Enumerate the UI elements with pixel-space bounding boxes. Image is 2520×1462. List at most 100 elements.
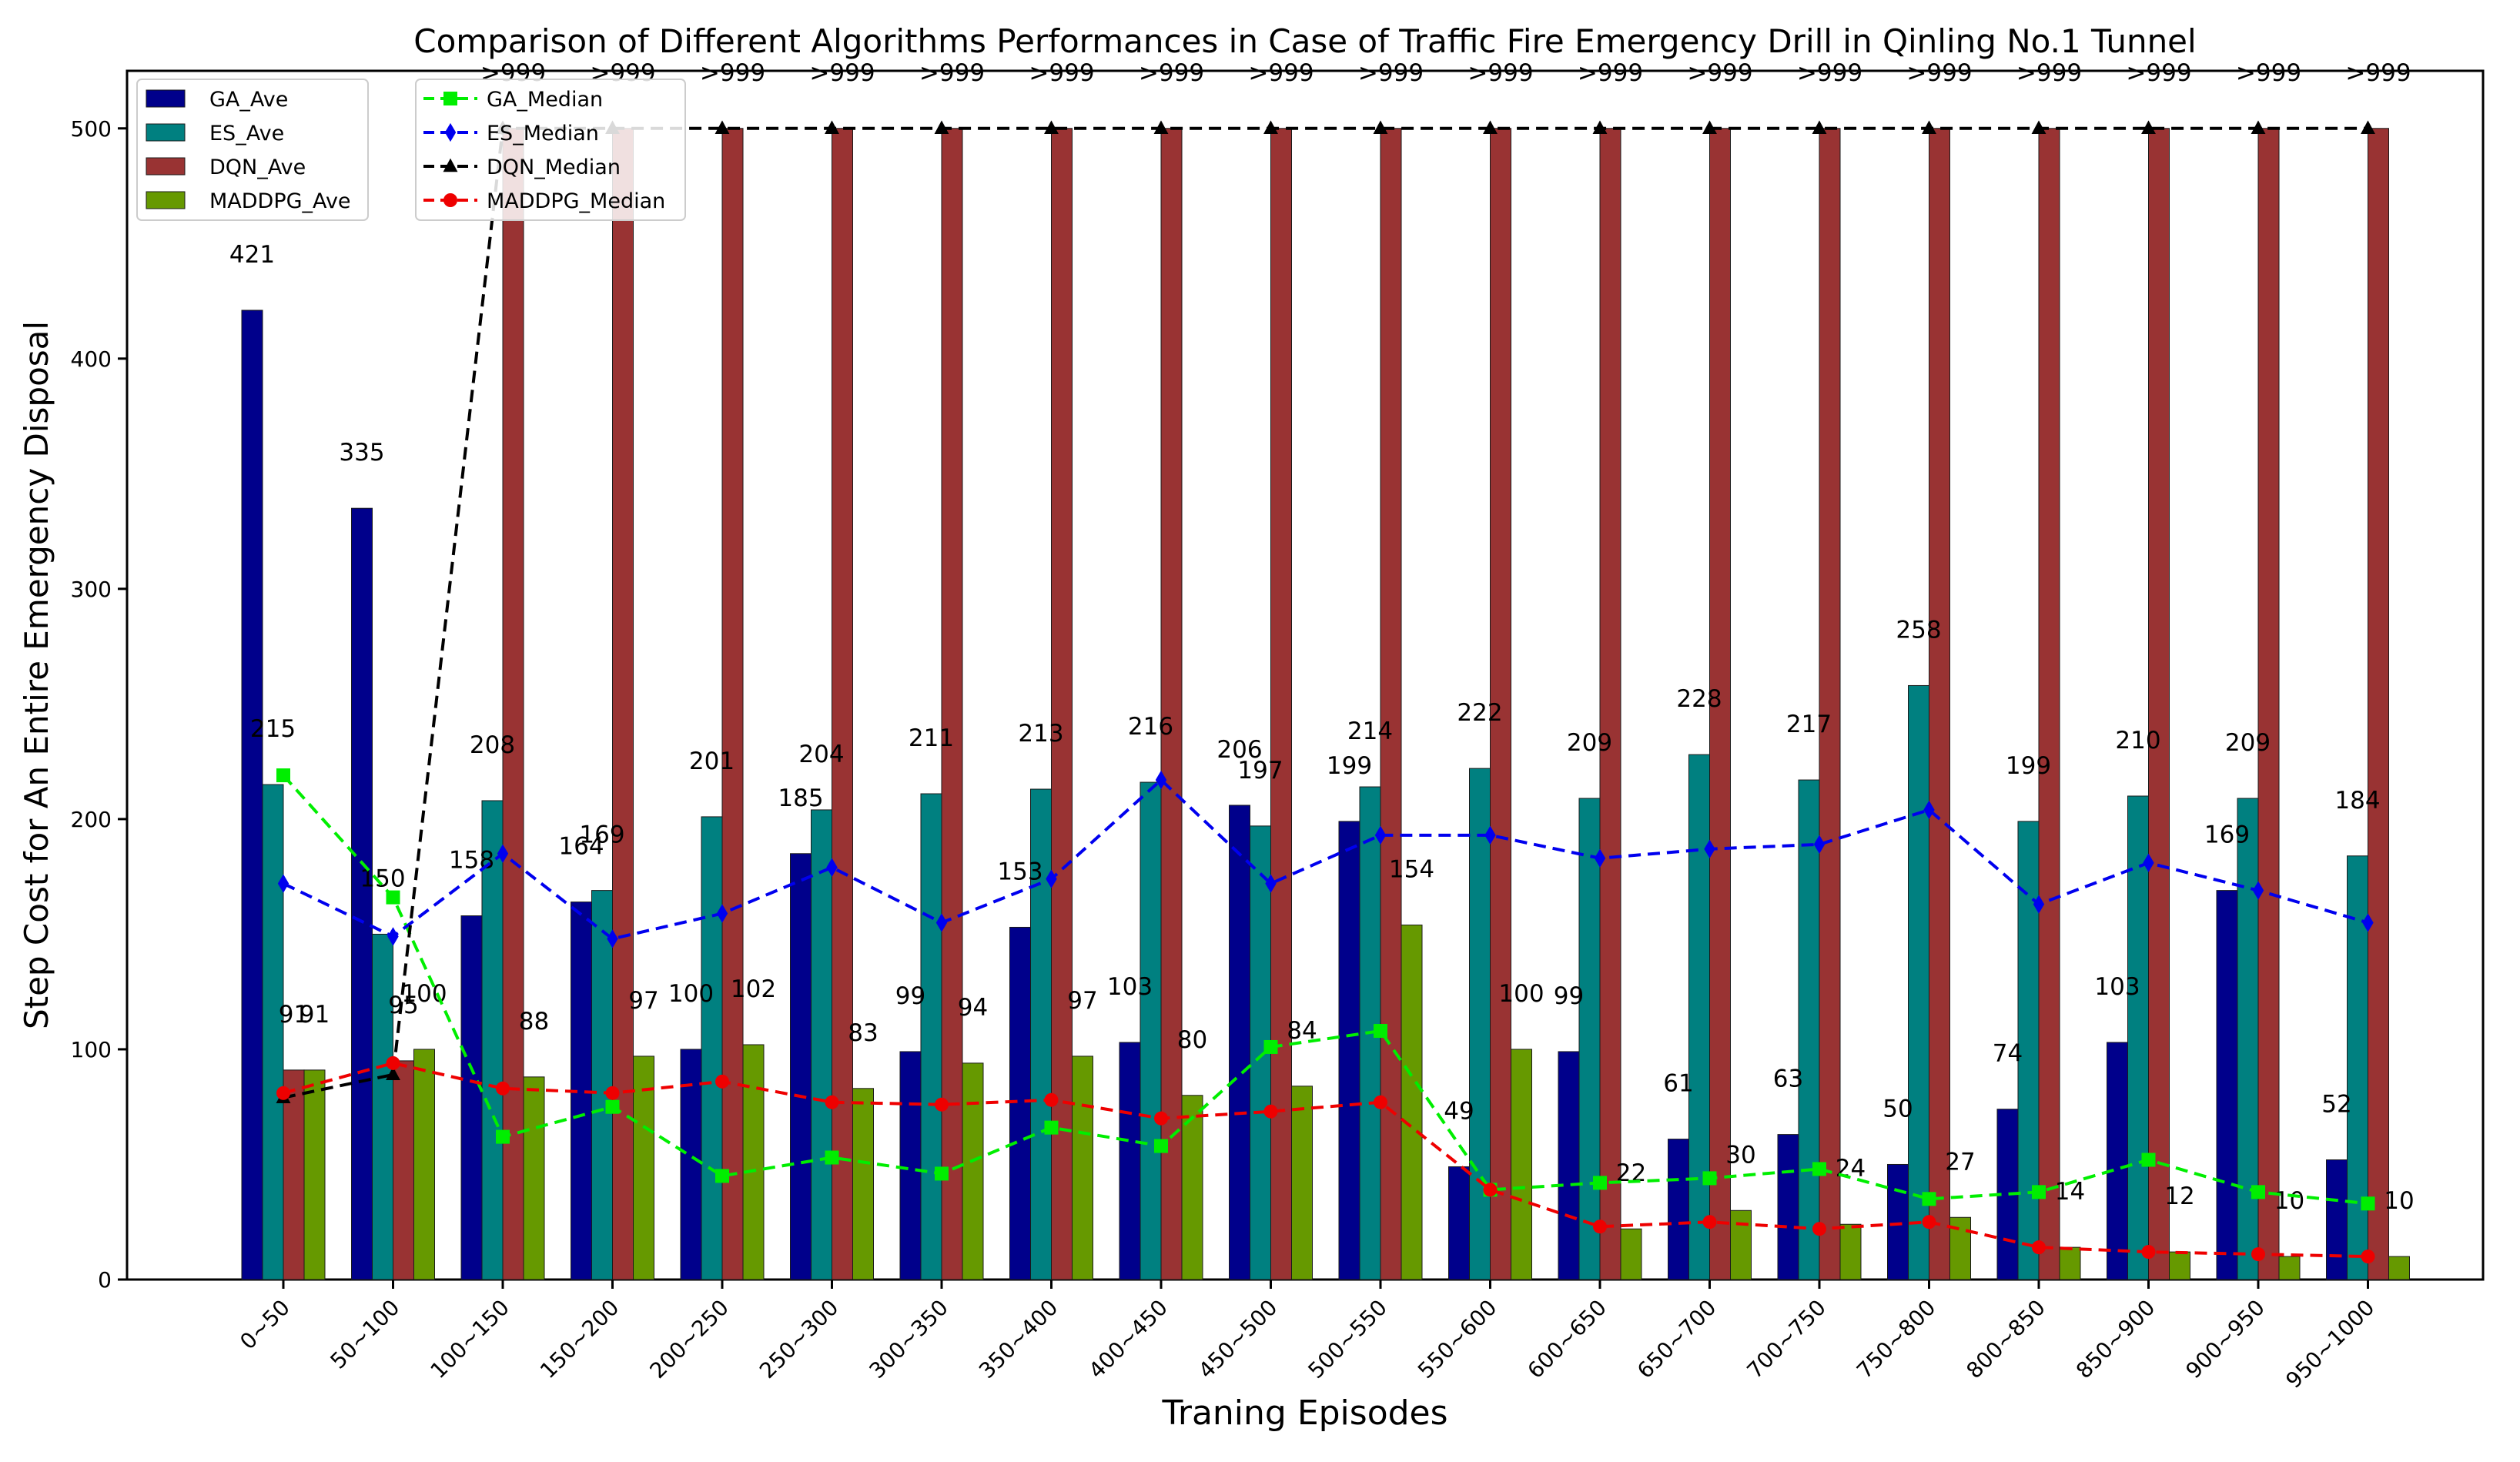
bar-value-label: 208 (470, 731, 515, 759)
bar-DQN_Ave (1929, 128, 1950, 1280)
y-tick-label: 200 (71, 807, 112, 832)
point-DQN_Median (1153, 120, 1169, 134)
bar-labels-layer: 421 335 158 164 100 185 99 153 103 206 199 49 99 61 63… (229, 59, 2415, 1215)
bar-MADDPG_Ave (1401, 924, 1423, 1280)
bar-DQN_Ave (1051, 128, 1073, 1280)
legend-bar-box (136, 79, 369, 221)
point-ES_Median (1155, 770, 1167, 790)
point-MADDPG_Median (276, 1086, 290, 1100)
bar-value-label: 258 (1896, 616, 1941, 644)
point-GA_Median (605, 1099, 620, 1114)
bar-value-label: >999 (2236, 59, 2301, 87)
point-DQN_Median (825, 120, 839, 134)
point-ES_Median (2033, 895, 2045, 914)
legend-label-ES_Ave: ES_Ave (209, 122, 284, 146)
bar-ES_Ave (481, 800, 504, 1280)
bar-value-label: 154 (1389, 855, 1434, 883)
legend-label-GA_Ave: GA_Ave (209, 88, 288, 112)
point-ES_Median (277, 874, 289, 893)
point-GA_Median (1812, 1162, 1826, 1176)
bar-value-label: 215 (250, 715, 296, 743)
bar-DQN_Ave (283, 1069, 305, 1280)
legend-label-DQN_Ave: DQN_Ave (209, 156, 306, 179)
point-ES_Median (935, 913, 948, 932)
point-GA_Median (935, 1166, 949, 1181)
bar-value-label: 214 (1347, 718, 1393, 745)
bar-value-label: 210 (2115, 727, 2160, 754)
bar-value-label: 10 (2384, 1187, 2414, 1215)
legend-line-series: GA_Median ES_Median DQN_Median MADDPG_Media… (415, 79, 686, 221)
legend-label-DQN_Median: DQN_Median (487, 156, 621, 179)
bar-value-label: 421 (229, 241, 275, 269)
bar-DQN_Ave (1709, 128, 1731, 1280)
bar-GA_Ave (899, 1051, 922, 1280)
bar-DQN_Ave (502, 128, 524, 1280)
bar-GA_Ave (2216, 890, 2238, 1280)
y-axis-label: Step Cost for An Entire Emergency Dispos… (18, 321, 55, 1029)
point-DQN_Median (386, 1066, 400, 1081)
bar-MADDPG_Ave (1291, 1086, 1313, 1280)
point-GA_Median (1593, 1176, 1607, 1190)
bar-value-label: 158 (449, 847, 494, 875)
point-ES_Median (2362, 913, 2374, 932)
bar-value-label: 222 (1457, 699, 1502, 727)
point-ES_Median (387, 927, 399, 946)
point-DQN_Median (1373, 120, 1388, 134)
bar-value-label: 91 (279, 1001, 309, 1029)
bar-MADDPG_Ave (1072, 1056, 1093, 1280)
bar-value-label: 97 (628, 987, 658, 1015)
point-MADDPG_Median (2361, 1250, 2375, 1264)
legend-label-MADDPG_Median: MADDPG_Median (487, 189, 665, 213)
bar-value-label: 99 (895, 982, 925, 1010)
bars-layer (241, 128, 2410, 1280)
bar-value-label: >999 (1687, 59, 1752, 87)
y-tick-label: 500 (71, 116, 112, 142)
y-tick-label: 300 (71, 577, 112, 602)
bar-DQN_Ave (1160, 128, 1183, 1280)
point-MADDPG_Median (715, 1074, 729, 1089)
bar-value-label: >999 (809, 59, 875, 87)
point-ES_Median (1813, 835, 1826, 854)
bar-value-label: >999 (2126, 59, 2191, 87)
bar-ES_Ave (1578, 798, 1601, 1280)
point-GA_Median (276, 768, 290, 783)
bar-value-label: 24 (1836, 1155, 1866, 1183)
point-DQN_Median (2031, 120, 2046, 134)
bar-ES_Ave (920, 793, 942, 1280)
bar-DQN_Ave (941, 128, 963, 1280)
bar-ES_Ave (2237, 798, 2259, 1280)
point-ES_Median (1923, 800, 1935, 820)
bar-MADDPG_Ave (303, 1069, 326, 1280)
point-GA_Median (1263, 1039, 1278, 1054)
legend-swatch-ES_Ave (146, 123, 186, 142)
bar-MADDPG_Ave (1730, 1209, 1752, 1280)
bar-GA_Ave (1448, 1166, 1470, 1280)
legend-marker-DQN_Median (443, 158, 458, 172)
point-MADDPG_Median (1593, 1219, 1607, 1234)
legend-swatch-DQN_Ave (146, 157, 186, 176)
x-axis-label: Traning Episodes (1161, 1393, 1447, 1433)
bar-value-label: >999 (1578, 59, 1643, 87)
bar-value-label: 211 (909, 724, 954, 752)
bar-GA_Ave (1558, 1051, 1580, 1280)
point-MADDPG_Median (935, 1097, 949, 1112)
bar-value-label: 12 (2164, 1183, 2194, 1210)
bar-value-label: 50 (1882, 1095, 1913, 1122)
bar-MADDPG_Ave (2059, 1246, 2081, 1280)
bar-value-label: 74 (1993, 1040, 2023, 1068)
bar-value-label: 63 (1773, 1066, 1803, 1093)
legend-bar-series: GA_Ave ES_Ave DQN_Ave MADDPG_Ave (136, 79, 369, 221)
point-GA_Median (496, 1129, 510, 1144)
bar-value-label: >999 (2016, 59, 2082, 87)
point-ES_Median (826, 858, 838, 877)
bar-MADDPG_Ave (523, 1076, 545, 1280)
bar-value-label: 197 (1237, 757, 1283, 785)
point-DQN_Median (2361, 120, 2375, 134)
point-ES_Median (607, 929, 618, 948)
bar-value-label: 209 (2225, 729, 2271, 757)
bar-value-label: 185 (778, 785, 823, 812)
bar-value-label: 164 (558, 833, 604, 861)
bar-value-label: >999 (919, 59, 985, 87)
point-MADDPG_Median (1263, 1104, 1278, 1119)
bar-value-label: 99 (1554, 982, 1584, 1010)
